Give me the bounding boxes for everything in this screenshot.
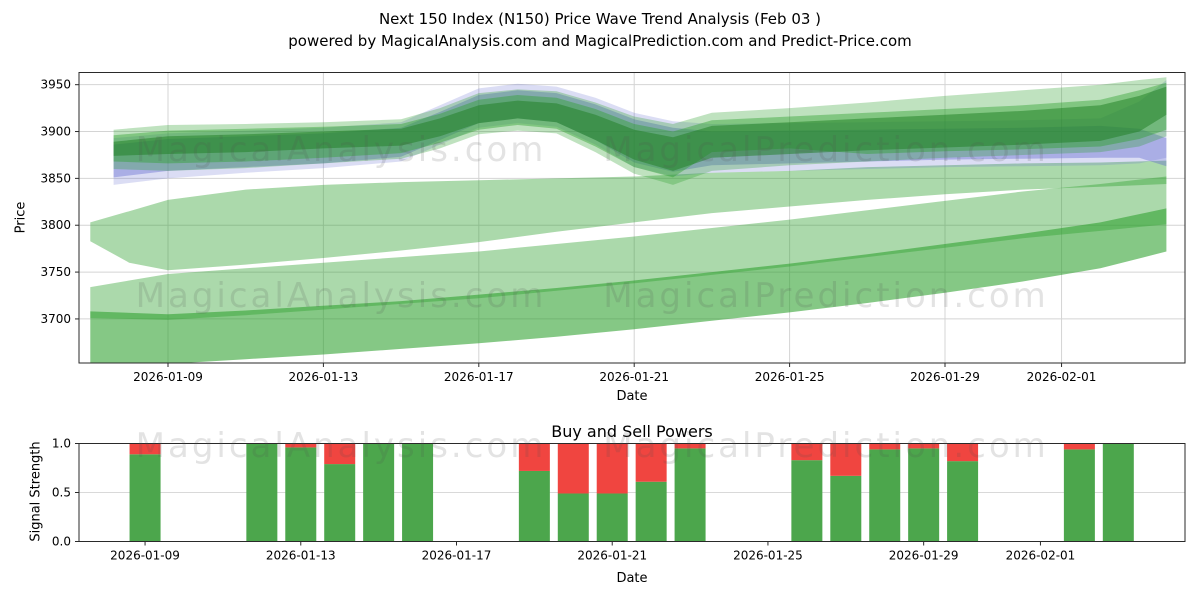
- buy-power-bar: [947, 461, 979, 542]
- svg-text:2026-01-25: 2026-01-25: [755, 370, 825, 384]
- price-band-trend-green-mid: [113, 82, 1167, 178]
- sell-power-bar: [869, 443, 901, 450]
- svg-text:2026-01-13: 2026-01-13: [289, 370, 359, 384]
- svg-text:2026-01-29: 2026-01-29: [889, 549, 959, 563]
- svg-text:2026-01-17: 2026-01-17: [444, 370, 514, 384]
- sell-power-bar: [518, 443, 550, 471]
- price-band-lower-light-band: [90, 176, 1167, 320]
- buy-power-bar: [908, 448, 940, 542]
- svg-text:0.0: 0.0: [52, 535, 71, 549]
- svg-text:3700: 3700: [40, 312, 71, 326]
- svg-text:2026-01-29: 2026-01-29: [910, 370, 980, 384]
- signal-xaxis-label: Date: [616, 571, 648, 586]
- sell-power-bar: [791, 443, 823, 461]
- svg-text:3800: 3800: [40, 218, 71, 232]
- price-axis-label: Price: [13, 201, 29, 234]
- buy-power-bar: [557, 493, 589, 542]
- svg-text:2026-01-25: 2026-01-25: [733, 549, 803, 563]
- buy-power-bar: [635, 481, 667, 542]
- sell-power-bar: [908, 443, 940, 449]
- svg-text:3950: 3950: [40, 78, 71, 92]
- buy-power-bar: [285, 447, 317, 542]
- signal-tick-labels: 0.0 0.5 1.0 2026-01-09 2026-01-13 2026-01-17 2…: [52, 437, 1075, 563]
- signal-bars: [129, 443, 1134, 542]
- svg-text:3850: 3850: [40, 171, 71, 185]
- price-band-lower-mid-band: [90, 208, 1167, 363]
- buy-power-bar: [1102, 443, 1134, 542]
- sell-power-bar: [285, 443, 317, 448]
- buy-power-bar: [830, 475, 862, 542]
- svg-text:0.5: 0.5: [52, 486, 71, 500]
- price-bands: [90, 77, 1167, 363]
- buy-power-bar: [129, 454, 161, 542]
- svg-text:2026-01-09: 2026-01-09: [110, 549, 180, 563]
- signal-axis-label: Signal Strength: [28, 441, 44, 542]
- sell-power-bar: [129, 443, 161, 455]
- sell-power-bar: [635, 443, 667, 482]
- sell-power-bar: [324, 443, 356, 465]
- sell-power-bar: [947, 443, 979, 462]
- buy-power-bar: [402, 443, 434, 542]
- buy-power-bar: [791, 460, 823, 542]
- sell-power-bar: [596, 443, 628, 494]
- sell-power-bar: [557, 443, 589, 494]
- svg-text:2026-02-01: 2026-02-01: [1027, 370, 1097, 384]
- price-band-trend-green-core: [113, 86, 1167, 171]
- svg-text:3900: 3900: [40, 125, 71, 139]
- svg-text:1.0: 1.0: [52, 437, 71, 451]
- price-tick-labels: 3700 3750 3800 3850 3900 3950 2026-01-09 2026-0…: [40, 78, 1096, 384]
- buy-power-bar: [324, 464, 356, 542]
- svg-text:2026-02-01: 2026-02-01: [1006, 549, 1076, 563]
- svg-text:2026-01-21: 2026-01-21: [599, 370, 669, 384]
- figure-title-line2: powered by MagicalAnalysis.com and Magic…: [288, 32, 912, 50]
- svg-text:2026-01-17: 2026-01-17: [422, 549, 492, 563]
- sell-power-bar: [830, 443, 862, 476]
- svg-text:3750: 3750: [40, 265, 71, 279]
- signal-chart-title: Buy and Sell Powers: [551, 422, 713, 441]
- price-xaxis-label: Date: [616, 389, 648, 404]
- buy-power-bar: [363, 443, 395, 542]
- buy-power-bar: [518, 470, 550, 542]
- buy-power-bar: [596, 493, 628, 542]
- buy-power-bar: [246, 443, 278, 542]
- price-band-mid-band: [90, 160, 1167, 271]
- figure-title-line1: Next 150 Index (N150) Price Wave Trend A…: [378, 10, 822, 28]
- buy-power-bar: [1063, 449, 1095, 542]
- buy-power-bar: [869, 449, 901, 542]
- svg-text:2026-01-13: 2026-01-13: [266, 549, 336, 563]
- sell-power-bar: [674, 443, 706, 449]
- svg-text:2026-01-21: 2026-01-21: [577, 549, 647, 563]
- svg-text:2026-01-09: 2026-01-09: [133, 370, 203, 384]
- sell-power-bar: [1063, 443, 1095, 450]
- price-plot-border: [78, 72, 1186, 364]
- buy-power-bar: [674, 448, 706, 542]
- signal-gridlines: [79, 443, 1185, 542]
